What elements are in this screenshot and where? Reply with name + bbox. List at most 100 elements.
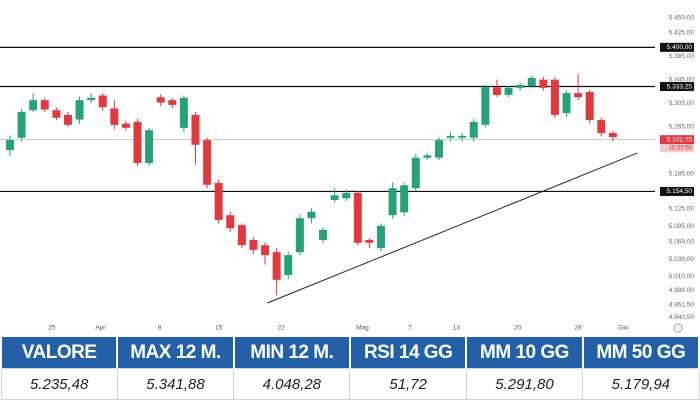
- candle-body: [562, 93, 571, 114]
- level-box: [660, 186, 694, 196]
- y-tick-label: 4.940,50: [669, 314, 695, 321]
- candle-body: [377, 225, 386, 249]
- level-box: [660, 82, 694, 92]
- last-price-label: 5.242,75: [667, 136, 693, 143]
- x-tick-label: Giu: [618, 325, 629, 332]
- value-row: 5.235,48 5.341,88 4.048,28 51,72 5.291,80 5.1…: [0, 368, 700, 400]
- candle-body: [156, 97, 165, 103]
- candle-body: [446, 135, 455, 138]
- candle-body: [469, 121, 478, 138]
- candle-body: [481, 87, 490, 125]
- y-tick-label: 4.986,00: [669, 287, 695, 294]
- candle-body: [295, 218, 304, 253]
- y-tick-label: 5.450,00: [669, 15, 695, 22]
- y-tick-label: 5.069,00: [669, 238, 695, 245]
- candle-body: [5, 140, 14, 151]
- candle-body: [458, 135, 467, 138]
- candle-body: [272, 252, 281, 280]
- candle-body: [539, 79, 548, 88]
- x-tick-label: 28: [574, 325, 582, 332]
- level-label: 5.333,25: [667, 83, 693, 90]
- candle-body: [353, 192, 362, 243]
- candle-body: [261, 245, 270, 256]
- y-tick-label: 5.305,00: [669, 100, 695, 107]
- candle-body: [527, 77, 536, 87]
- candle-body: [597, 120, 606, 134]
- stats-table: VALORE MAX 12 M. MIN 12 M. RSI 14 GG MM 10 G…: [0, 337, 700, 400]
- candle-body: [365, 239, 374, 243]
- value-cell: 51,72: [349, 368, 467, 400]
- candle-body: [179, 97, 188, 128]
- candle-body: [214, 182, 223, 220]
- settings-icon[interactable]: [673, 323, 683, 333]
- x-tick-label: 8: [158, 325, 162, 332]
- candle-body: [423, 155, 432, 158]
- y-tick-label: 5.265,00: [669, 123, 695, 130]
- candle-body: [75, 100, 84, 120]
- candle-body: [342, 192, 351, 199]
- chart: 5.450,00 5.425,00 5.385,00 5.345,00 5.305,00…: [0, 15, 695, 333]
- candle-body: [411, 157, 420, 189]
- candle-body: [110, 108, 119, 125]
- level-label: 5.154,50: [667, 188, 693, 195]
- candle-body: [284, 255, 293, 276]
- candle-body: [574, 93, 583, 98]
- header-cell: MIN 12 M.: [232, 337, 351, 369]
- value-cell: 5.235,48: [0, 368, 118, 400]
- last-price-time-box: [660, 144, 694, 153]
- candle-body: [29, 100, 38, 111]
- candle-body: [330, 195, 339, 200]
- level-label: 5.400,00: [667, 44, 693, 51]
- x-tick-label: 22: [278, 325, 286, 332]
- header-cell: MM 50 GG: [581, 337, 700, 369]
- x-tick-label: 20: [514, 325, 522, 332]
- candle-body: [87, 97, 96, 101]
- header-cell: MAX 12 M.: [116, 337, 235, 369]
- candle-body: [63, 114, 72, 125]
- candle-body: [52, 110, 61, 118]
- y-tick-label: 4.961,50: [669, 301, 695, 308]
- header-cell: RSI 14 GG: [348, 337, 468, 369]
- candle-body: [237, 225, 246, 246]
- candle-body: [145, 130, 154, 163]
- x-tick-label: 13: [453, 325, 461, 332]
- candle-body: [226, 215, 235, 229]
- x-tick-label: 15: [215, 325, 223, 332]
- y-tick-label: 5.125,00: [669, 205, 695, 212]
- candle-body: [98, 95, 107, 108]
- header-cell: VALORE: [0, 337, 119, 369]
- last-price-box: [660, 135, 694, 145]
- candle-body: [388, 188, 397, 216]
- level-box: [660, 42, 694, 52]
- value-cell: 5.341,88: [116, 368, 235, 400]
- candle-body: [492, 87, 501, 95]
- y-tick-label: 5.345,00: [669, 76, 695, 83]
- candle-body: [550, 79, 559, 115]
- candle-body: [40, 100, 49, 110]
- last-price-time: 15:20:50: [669, 146, 693, 152]
- candle-body: [17, 111, 26, 138]
- header-cell: MM 10 GG: [465, 337, 584, 369]
- x-tick-label: Apr: [95, 325, 106, 332]
- trendline: [267, 152, 638, 304]
- candle-body: [307, 211, 316, 219]
- candle-body: [249, 239, 258, 250]
- candle-body: [516, 84, 525, 88]
- candle-body: [203, 140, 212, 185]
- x-tick-label: Mag: [356, 325, 369, 332]
- y-tick-label: 5.010,00: [669, 273, 695, 280]
- value-cell: 5.179,94: [582, 368, 700, 400]
- value-cell: 5.291,80: [465, 368, 584, 400]
- y-tick-label: 5.425,00: [669, 29, 695, 36]
- candle-body: [319, 229, 328, 240]
- candle-body: [434, 140, 443, 158]
- y-tick-label: 5.039,00: [669, 256, 695, 263]
- candle-body: [504, 87, 513, 95]
- x-tick-label: 25: [48, 325, 56, 332]
- candle-body: [585, 91, 594, 121]
- candle-body: [608, 133, 617, 138]
- candle-body: [400, 185, 409, 213]
- x-tick-label: 7: [408, 325, 412, 332]
- candle-body: [121, 123, 130, 128]
